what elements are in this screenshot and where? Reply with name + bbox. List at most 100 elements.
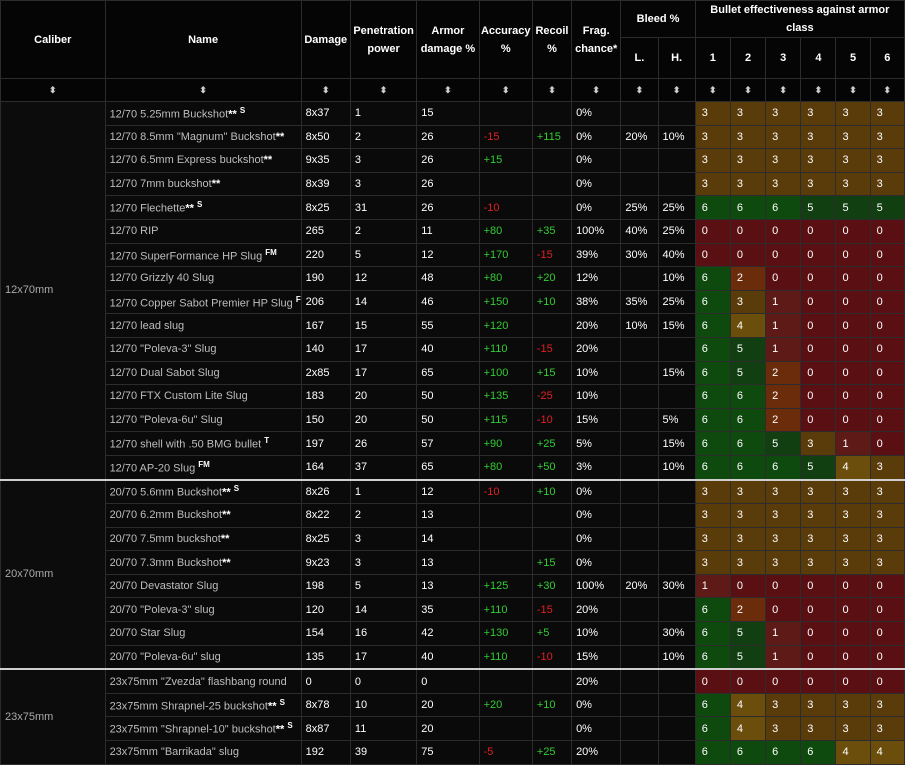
sort-icon[interactable]: ⬍ <box>869 78 905 102</box>
penetration-cell: 3 <box>349 550 418 575</box>
effectiveness-cell: 2 <box>765 384 802 409</box>
ammo-name-cell[interactable]: 12/70 Copper Sabot Premier HP Slug FM <box>104 289 302 315</box>
accuracy-cell: +135 <box>478 384 533 409</box>
table-row: 12/70 "Poleva-6u" Slug 150 20 50 +115 -10 15% 5… <box>1 407 905 433</box>
table-row: 23x75mm 23x75mm "Zvezda" flashbang round 0… <box>0 668 905 765</box>
accuracy-cell: +20 <box>478 692 533 718</box>
table-row: 20/70 Devastator Slug 198 5 13 +125 +30 100% 20… <box>1 573 905 599</box>
ammo-name-cell[interactable]: 12/70 6.5mm Express buckshot** <box>104 148 302 173</box>
ammo-name-cell[interactable]: 12/70 8.5mm "Magnum" Buckshot** <box>104 124 302 150</box>
sort-icon[interactable]: ⬍ <box>835 78 871 102</box>
armor-damage-cell: 11 <box>416 218 480 244</box>
effectiveness-cell: 3 <box>729 124 767 150</box>
effectiveness-cell: 3 <box>835 692 871 718</box>
frag-chance-cell: 20% <box>571 336 622 362</box>
ammo-name: 20/70 7.3mm Buckshot <box>109 556 223 569</box>
ammo-name-cell[interactable]: 20/70 Devastator Slug <box>104 573 302 599</box>
sort-icon[interactable]: ⬍ <box>349 78 418 102</box>
ammo-name-cell[interactable]: 20/70 7.5mm buckshot** <box>104 526 302 552</box>
ammo-name-cell[interactable]: 12/70 "Poleva-6u" Slug <box>104 407 302 433</box>
frag-chance-cell: 15% <box>571 407 622 433</box>
ammo-name-cell[interactable]: 12/70 7mm buckshot** <box>104 171 302 197</box>
effectiveness-cell: 3 <box>835 124 871 150</box>
sort-icon[interactable]: ⬍ <box>104 78 302 102</box>
effectiveness-cell: 0 <box>729 573 767 599</box>
effectiveness-cell: 3 <box>729 171 767 197</box>
sort-icon[interactable]: ⬍ <box>571 78 622 102</box>
sort-icon[interactable]: ⬍ <box>765 78 802 102</box>
effectiveness-cell: 0 <box>694 218 731 244</box>
sort-icon[interactable]: ⬍ <box>694 78 731 102</box>
armor-damage-cell: 14 <box>416 526 480 552</box>
ammo-name-cell[interactable]: 20/70 "Poleva-6u" slug <box>104 644 302 670</box>
sort-icon[interactable]: ⬍ <box>729 78 767 102</box>
header-class-6: 6 <box>869 37 905 79</box>
bleed-heavy-cell <box>657 597 696 623</box>
effectiveness-cell: 0 <box>800 407 837 433</box>
sort-icon[interactable]: ⬍ <box>657 78 696 102</box>
ammo-name: 12/70 7mm buckshot <box>109 178 212 191</box>
ammo-mark: ** <box>185 203 194 215</box>
sort-icon[interactable]: ⬍ <box>800 78 837 102</box>
accuracy-cell <box>478 526 533 552</box>
ammo-name-cell[interactable]: 12/70 "Poleva-3" Slug <box>104 336 302 362</box>
armor-damage-cell: 26 <box>416 171 480 197</box>
sort-icon[interactable]: ⬍ <box>531 78 573 102</box>
ammo-name-cell[interactable]: 12/70 FTX Custom Lite Slug <box>104 384 302 409</box>
accuracy-cell: +110 <box>478 336 533 362</box>
ammo-name-cell[interactable]: 20/70 7.3mm Buckshot** <box>104 550 302 575</box>
sort-icon[interactable]: ⬍ <box>478 78 533 102</box>
effectiveness-cell: 6 <box>729 407 767 433</box>
effectiveness-cell: 5 <box>800 195 837 220</box>
recoil-cell <box>531 716 573 742</box>
ammo-name-cell[interactable]: 12/70 SuperFormance HP Slug FM <box>104 242 302 268</box>
bleed-heavy-cell: 10% <box>657 266 696 291</box>
ammo-name-cell[interactable]: 12/70 RIP <box>104 218 302 244</box>
ammo-name-cell[interactable]: 12/70 Dual Sabot Slug <box>104 360 302 386</box>
ammo-name-cell[interactable]: 12/70 AP-20 Slug FM <box>104 454 302 481</box>
bleed-heavy-cell: 40% <box>657 242 696 268</box>
ammo-name-cell[interactable]: 20/70 Star Slug <box>104 621 302 646</box>
recoil-cell <box>531 503 573 528</box>
ammo-name-cell[interactable]: 20/70 5.6mm Buckshot** S <box>104 478 302 505</box>
armor-damage-cell: 26 <box>416 195 480 220</box>
effectiveness-cell: 6 <box>694 384 731 409</box>
effectiveness-cell: 6 <box>694 313 731 338</box>
sort-icon[interactable]: ⬍ <box>0 78 106 102</box>
ammo-mark: ** <box>222 509 231 522</box>
ammo-name-cell[interactable]: 23x75mm "Zvezda" flashbang round <box>104 668 302 694</box>
effectiveness-cell: 0 <box>729 218 767 244</box>
table-row: 23x75mm "Barrikada" slug 192 39 75 -5 +25 20% 6… <box>1 740 905 765</box>
ammo-name-cell[interactable]: 12/70 Flechette** S <box>104 195 302 220</box>
ammo-name-cell[interactable]: 23x75mm "Shrapnel-10" buckshot** S <box>104 716 302 742</box>
ammo-name-cell[interactable]: 12/70 5.25mm Buckshot** S <box>104 101 302 126</box>
ammo-name: 23x75mm Shrapnel-25 buckshot <box>109 700 268 713</box>
effectiveness-cell: 0 <box>835 573 871 599</box>
table-row: 20/70 7.3mm Buckshot** 9x23 3 13 +15 0% 3 3 3 3 3 3 <box>1 550 905 575</box>
penetration-cell: 31 <box>349 195 418 220</box>
ammo-name-cell[interactable]: 20/70 6.2mm Buckshot** <box>104 503 302 528</box>
ammo-name-cell[interactable]: 12/70 Grizzly 40 Slug <box>104 266 302 291</box>
sort-icon[interactable]: ⬍ <box>300 78 351 102</box>
recoil-cell: -10 <box>531 407 573 433</box>
frag-chance-cell: 20% <box>571 597 622 623</box>
ammo-name-cell[interactable]: 23x75mm "Barrikada" slug <box>104 740 302 765</box>
accuracy-cell: +15 <box>478 148 533 173</box>
effectiveness-cell: 3 <box>765 171 802 197</box>
armor-damage-cell: 75 <box>416 740 480 765</box>
sort-icon[interactable]: ⬍ <box>620 78 659 102</box>
ammo-name-cell[interactable]: 12/70 shell with .50 BMG bullet T <box>104 431 302 456</box>
sort-icon[interactable]: ⬍ <box>416 78 480 102</box>
ammo-name-cell[interactable]: 20/70 "Poleva-3" slug <box>104 597 302 623</box>
penetration-cell: 20 <box>349 407 418 433</box>
effectiveness-cell: 4 <box>729 313 767 338</box>
effectiveness-cell: 3 <box>800 171 837 197</box>
effectiveness-cell: 3 <box>765 692 802 718</box>
armor-damage-cell: 13 <box>416 503 480 528</box>
bleed-light-cell <box>620 740 659 765</box>
ammo-name-cell[interactable]: 23x75mm Shrapnel-25 buckshot** S <box>104 692 302 718</box>
table-row: 12/70 6.5mm Express buckshot** 9x35 3 26 +15… <box>1 148 905 173</box>
ammo-name-cell[interactable]: 12/70 lead slug <box>104 313 302 338</box>
effectiveness-cell: 0 <box>869 313 905 338</box>
ammo-mark: ** <box>267 700 277 713</box>
